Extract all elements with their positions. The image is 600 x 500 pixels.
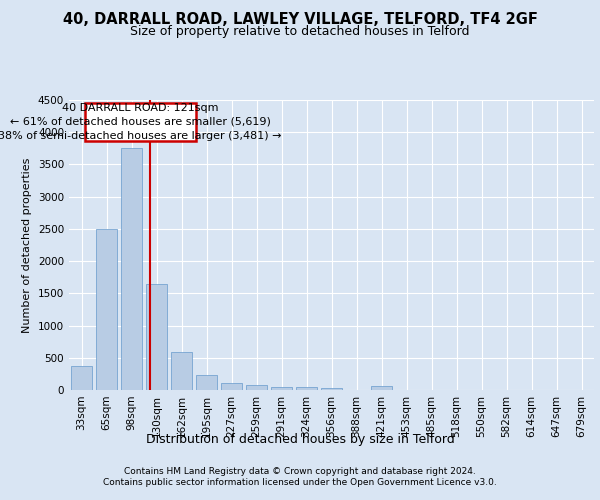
- Bar: [121, 148, 142, 390]
- Bar: [321, 388, 342, 390]
- FancyBboxPatch shape: [85, 103, 196, 141]
- Text: 40, DARRALL ROAD, LAWLEY VILLAGE, TELFORD, TF4 2GF: 40, DARRALL ROAD, LAWLEY VILLAGE, TELFOR…: [62, 12, 538, 28]
- Text: Size of property relative to detached houses in Telford: Size of property relative to detached ho…: [130, 25, 470, 38]
- Bar: [96, 229, 117, 390]
- Bar: [271, 387, 292, 390]
- Text: 40 DARRALL ROAD: 121sqm
← 61% of detached houses are smaller (5,619)
38% of semi: 40 DARRALL ROAD: 121sqm ← 61% of detache…: [0, 103, 282, 141]
- Bar: [71, 366, 92, 390]
- Text: Distribution of detached houses by size in Telford: Distribution of detached houses by size …: [146, 432, 454, 446]
- Y-axis label: Number of detached properties: Number of detached properties: [22, 158, 32, 332]
- Bar: [146, 284, 167, 390]
- Bar: [171, 352, 192, 390]
- Bar: [196, 375, 217, 390]
- Bar: [221, 383, 242, 390]
- Text: Contains HM Land Registry data © Crown copyright and database right 2024.
Contai: Contains HM Land Registry data © Crown c…: [103, 468, 497, 487]
- Bar: [371, 386, 392, 390]
- Bar: [296, 388, 317, 390]
- Bar: [246, 386, 267, 390]
